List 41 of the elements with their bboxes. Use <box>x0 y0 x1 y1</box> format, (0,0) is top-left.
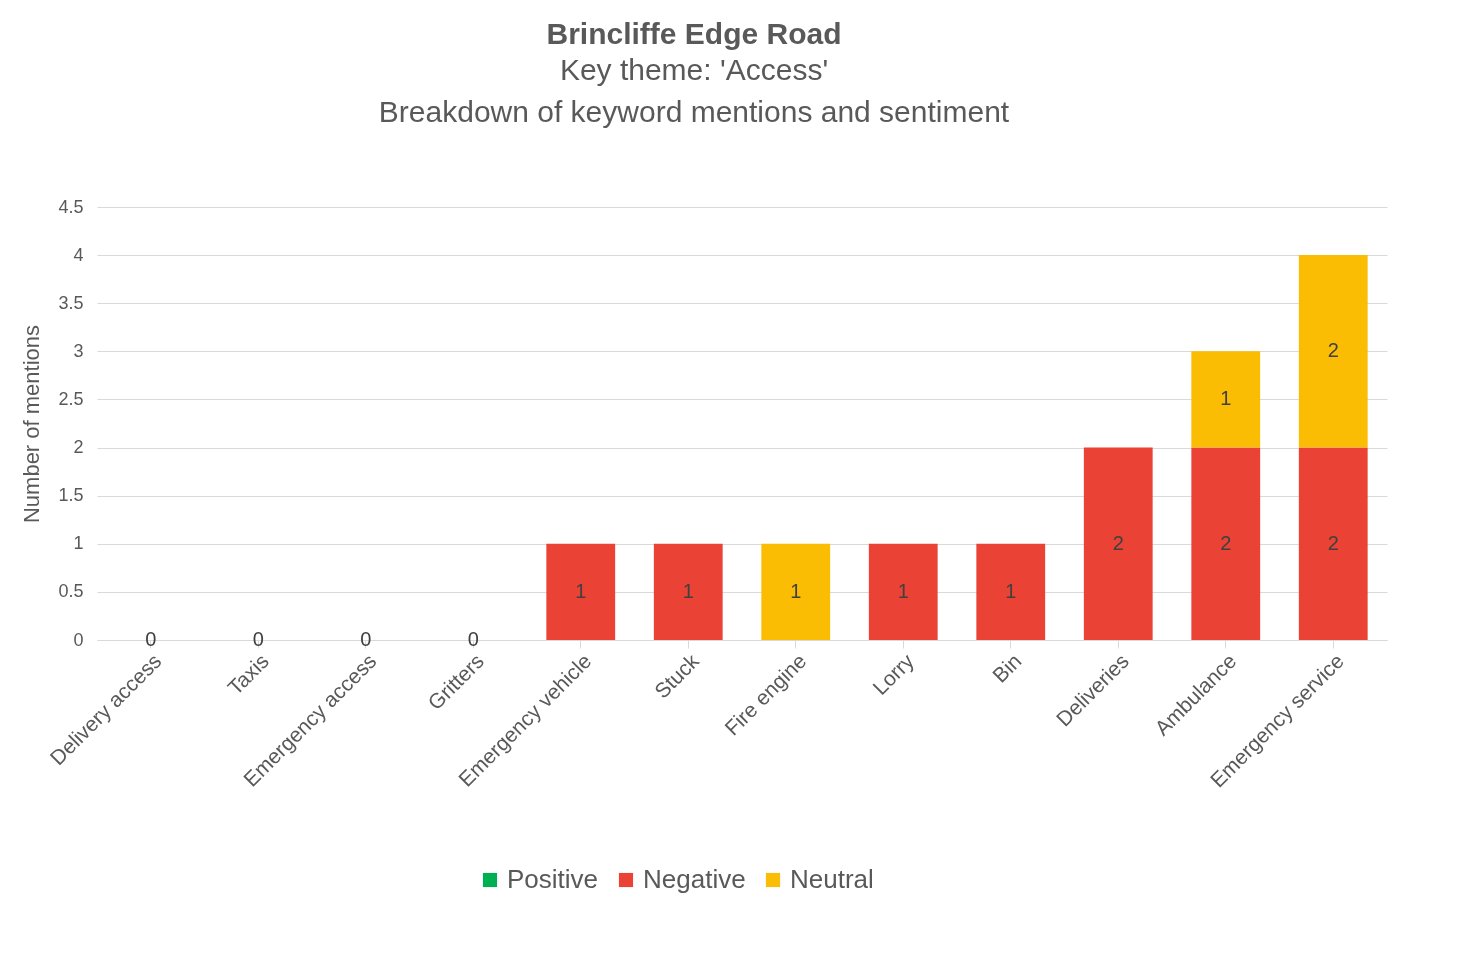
bar <box>546 543 616 640</box>
data-label: 0 <box>467 628 479 650</box>
bar <box>1083 447 1153 640</box>
y-tick-label: 3 <box>73 340 84 361</box>
y-tick-label: 2 <box>73 437 84 458</box>
y-tick-label: 4 <box>73 244 84 265</box>
data-label: 1 <box>575 579 587 602</box>
legend-label: Neutral <box>790 864 874 894</box>
y-tick-label: 3.5 <box>58 292 84 313</box>
legend-label: Negative <box>643 864 746 894</box>
y-tick-label: 2.5 <box>58 388 84 409</box>
y-tick-label: 1 <box>73 533 84 554</box>
bar <box>1191 351 1261 448</box>
data-label: 2 <box>1220 531 1232 554</box>
data-label: 1 <box>897 579 909 602</box>
bar <box>761 543 831 640</box>
data-label: 0 <box>360 628 372 650</box>
data-label: 0 <box>252 628 264 650</box>
bar <box>1298 447 1368 640</box>
bar <box>1298 255 1368 448</box>
y-axis-title: Number of mentions <box>19 324 45 524</box>
y-tick-label: 1.5 <box>58 485 84 506</box>
y-tick-label: 4.5 <box>58 196 84 217</box>
data-label: 0 <box>145 628 157 650</box>
legend-label: Positive <box>507 864 599 894</box>
data-label: 1 <box>1005 579 1017 602</box>
x-tick-label: Bin <box>987 649 1026 687</box>
chart-subtitle: Key theme: 'Access' Breakdown of keyword mentions and sentiment <box>378 53 1010 128</box>
data-label: 1 <box>790 579 802 602</box>
bar <box>1191 447 1261 640</box>
y-tick-label: 0.5 <box>58 581 84 602</box>
chart-title: Brincliffe Edge Road <box>546 17 842 50</box>
data-label: 2 <box>1327 531 1339 554</box>
bar <box>653 543 723 640</box>
data-label: 2 <box>1327 339 1339 362</box>
bar <box>976 543 1046 640</box>
data-label: 1 <box>682 579 694 602</box>
y-tick-label: 0 <box>73 629 84 650</box>
bar <box>868 543 938 640</box>
data-label: 2 <box>1112 531 1124 554</box>
data-label: 1 <box>1220 387 1232 410</box>
